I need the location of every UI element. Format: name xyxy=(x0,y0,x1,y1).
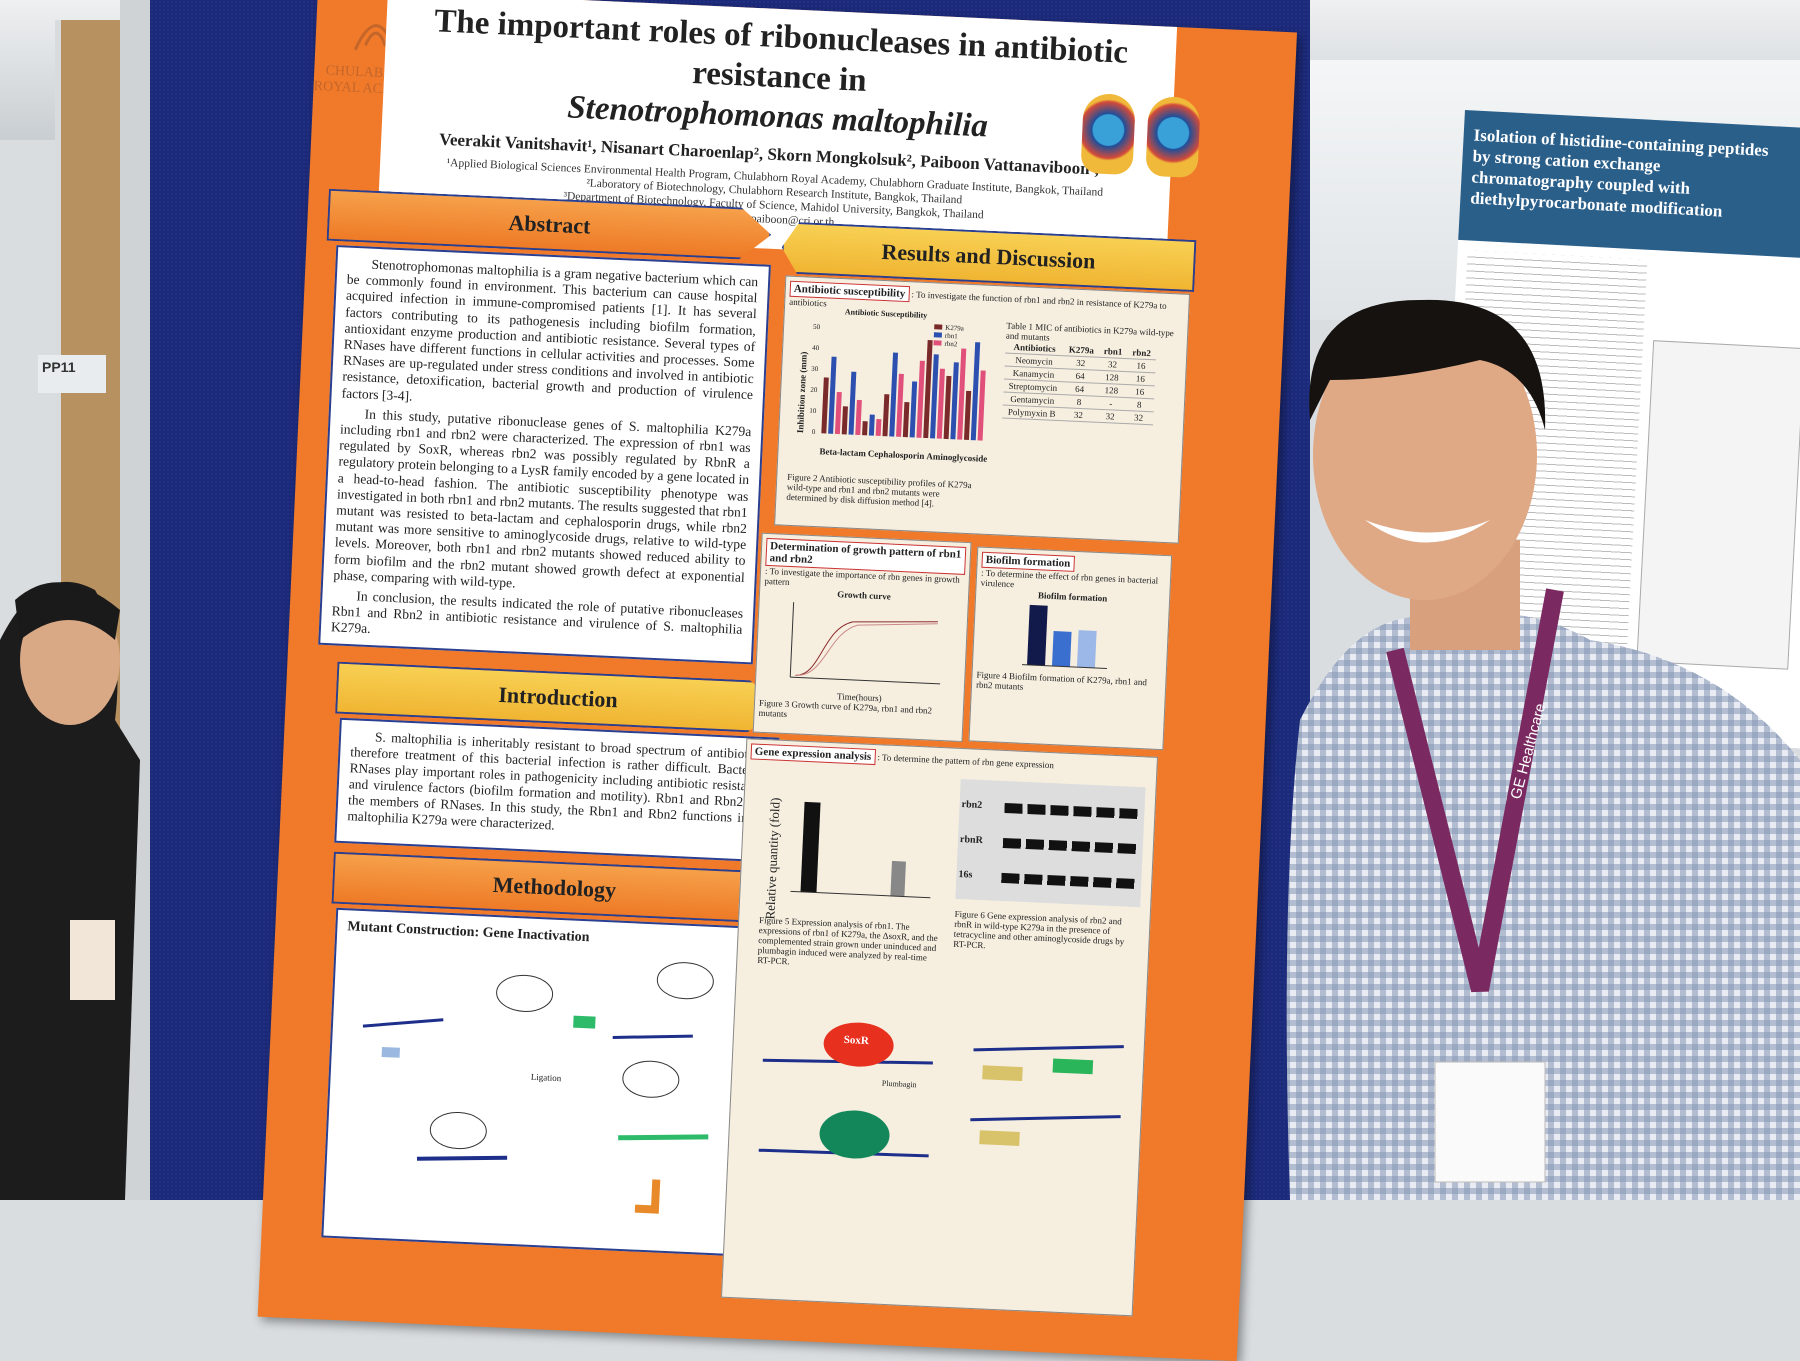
bar xyxy=(855,399,862,436)
poster: CHULABHORN ROYAL ACADEMY The important r… xyxy=(257,0,1297,1361)
bar xyxy=(841,406,848,435)
bar xyxy=(821,377,829,434)
lanyard xyxy=(1386,588,1564,993)
bar xyxy=(902,402,910,438)
expression-chart xyxy=(790,801,931,899)
bar xyxy=(930,354,939,439)
bar xyxy=(834,391,842,435)
bar xyxy=(868,414,875,436)
bar xyxy=(963,390,972,440)
biofilm-panel: Biofilm formation : To determine the eff… xyxy=(968,546,1173,751)
bar xyxy=(916,360,925,438)
smile xyxy=(1365,520,1490,543)
bar xyxy=(977,370,986,441)
bar xyxy=(950,362,959,440)
growth-panel: Determination of growth pattern of rbn1 … xyxy=(752,532,972,743)
bar xyxy=(889,352,899,437)
people: GE Healthcare xyxy=(0,299,1800,1200)
bar xyxy=(923,340,933,439)
person-left-hair xyxy=(15,582,120,640)
mini-chart xyxy=(821,340,986,441)
person-left-face xyxy=(20,595,120,725)
susceptibility-panel: Antibiotic susceptibility : To investiga… xyxy=(774,275,1191,544)
bar xyxy=(875,418,882,436)
board-label: PP11 xyxy=(38,355,106,393)
biofilm-chart xyxy=(1022,604,1107,669)
person-left xyxy=(0,581,140,1200)
bar xyxy=(909,381,918,438)
growth-chart xyxy=(789,602,941,685)
method-diagram xyxy=(362,962,714,1214)
bar xyxy=(970,342,981,441)
hair xyxy=(1309,299,1546,430)
badge xyxy=(1434,1061,1546,1183)
expression-panel: Gene expression analysis : To determine … xyxy=(721,738,1158,1317)
bar xyxy=(943,375,952,440)
bar xyxy=(957,348,967,440)
methodology-box: Mutant Construction: Gene Inactivation L… xyxy=(321,907,776,1258)
bar xyxy=(862,421,868,436)
badge xyxy=(70,920,115,1000)
face xyxy=(1313,310,1537,600)
model-diagram xyxy=(758,1022,1124,1159)
bar xyxy=(828,356,837,434)
bar xyxy=(896,373,904,437)
bar xyxy=(848,371,857,435)
bar xyxy=(936,368,945,439)
bar xyxy=(882,394,890,437)
